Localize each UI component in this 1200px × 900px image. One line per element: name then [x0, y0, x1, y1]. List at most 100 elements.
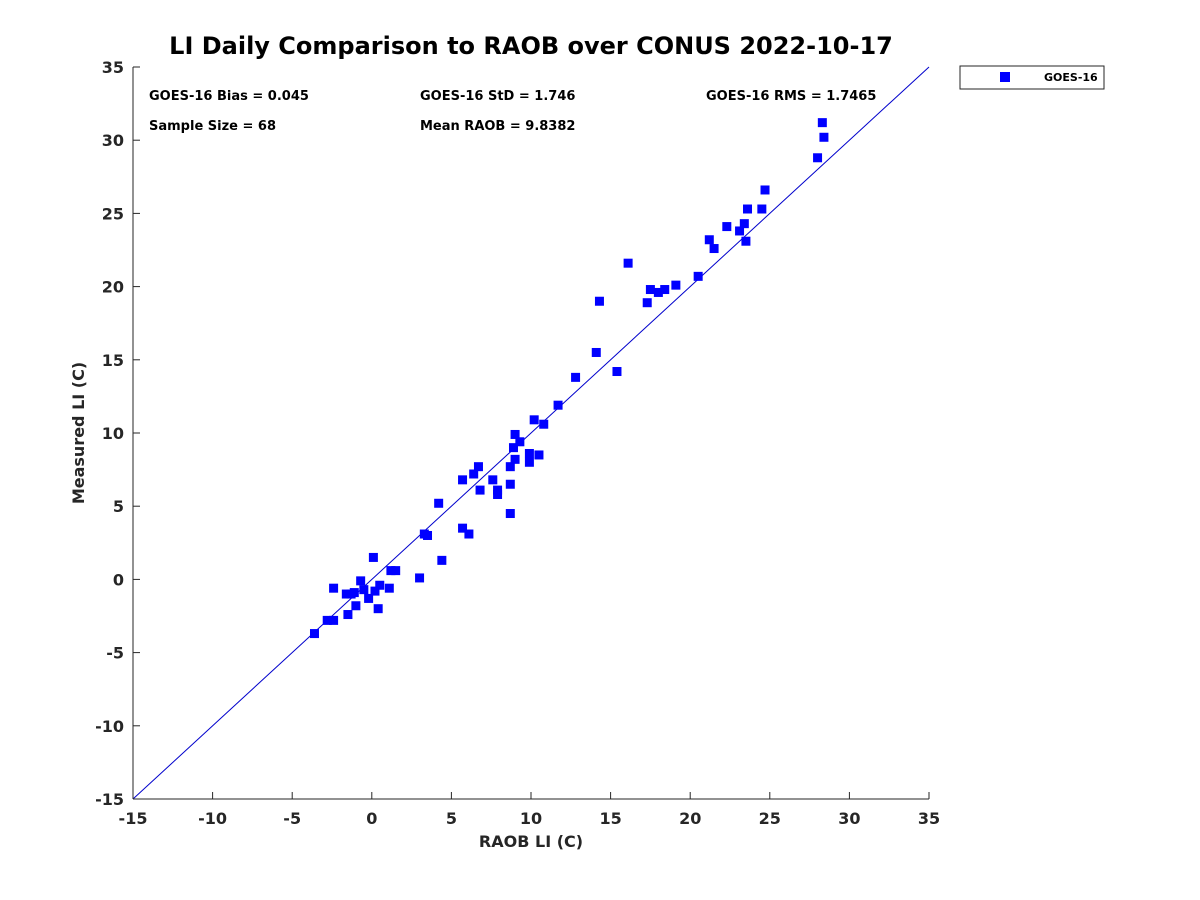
data-point [739, 219, 749, 229]
data-point [722, 222, 732, 232]
y-tick-label: -15 [95, 790, 124, 809]
legend: GOES-16 [959, 65, 1105, 90]
data-point [760, 185, 770, 195]
y-tick-label: 5 [113, 497, 124, 516]
data-point [817, 118, 827, 128]
reference-line [132, 66, 930, 800]
data-point [704, 235, 714, 245]
stat-bias: GOES-16 Bias = 0.045 [149, 89, 309, 104]
data-point [653, 287, 663, 297]
data-point [343, 610, 353, 620]
data-point [309, 629, 319, 639]
reference-line-layer [132, 66, 930, 800]
stat-sample-size: Sample Size = 68 [149, 119, 276, 134]
y-tick-label: 35 [102, 58, 124, 77]
data-point [743, 204, 753, 214]
data-point [693, 271, 703, 281]
x-tick-label: 20 [679, 809, 701, 828]
data-point [709, 244, 719, 254]
data-point [488, 475, 498, 485]
data-point [741, 236, 751, 246]
data-point [660, 285, 670, 295]
x-axis-label: RAOB LI (C) [479, 832, 583, 851]
data-point [458, 523, 468, 533]
data-point [515, 437, 525, 447]
data-point [505, 479, 515, 489]
data-point [594, 296, 604, 306]
x-tick-label: 0 [366, 809, 377, 828]
data-point [473, 462, 483, 472]
data-point [757, 204, 767, 214]
legend-label-goes-16: GOES-16 [1044, 71, 1098, 84]
data-point [415, 573, 425, 583]
data-point [510, 454, 520, 464]
data-point [373, 604, 383, 614]
data-point [591, 347, 601, 357]
x-tick-label: -5 [283, 809, 301, 828]
axes-layer [132, 66, 930, 800]
y-tick-label: 10 [102, 424, 124, 443]
data-point [329, 615, 339, 625]
y-tick-label: -10 [95, 717, 124, 736]
data-point [437, 555, 447, 565]
data-point [819, 132, 829, 142]
chart-title: LI Daily Comparison to RAOB over CONUS 2… [169, 32, 893, 60]
y-tick-label: 15 [102, 351, 124, 370]
data-point [505, 509, 515, 519]
data-point [529, 415, 539, 425]
data-point [469, 469, 479, 479]
data-point [329, 583, 339, 593]
x-tick-label: 35 [918, 809, 940, 828]
legend-box [959, 65, 1105, 90]
y-tick-label: 30 [102, 131, 124, 150]
x-tick-label: 10 [520, 809, 542, 828]
data-point [391, 566, 401, 576]
data-point [364, 593, 374, 603]
data-point [384, 583, 394, 593]
data-point [356, 576, 366, 586]
x-tick-label: 25 [759, 809, 781, 828]
data-point [493, 485, 503, 495]
data-point [370, 586, 380, 596]
y-tick-label: 0 [113, 570, 124, 589]
data-point [571, 372, 581, 382]
data-point [375, 580, 385, 590]
x-tick-label: 15 [599, 809, 621, 828]
x-tick-labels: -15 -10 -5 0 5 10 15 20 25 30 35 [119, 809, 941, 828]
data-point [539, 419, 549, 429]
data-point [349, 588, 359, 598]
data-points-layer [309, 118, 829, 639]
data-point [505, 462, 515, 472]
data-point [534, 450, 544, 460]
data-point [508, 443, 518, 453]
x-tick-label: -10 [198, 809, 227, 828]
data-point [645, 285, 655, 295]
data-point [464, 529, 474, 539]
data-point [368, 552, 378, 562]
stat-std: GOES-16 StD = 1.746 [420, 89, 575, 104]
data-point [735, 226, 745, 236]
legend-marker-goes-16 [1000, 72, 1010, 82]
y-tick-labels: -15 -10 -5 0 5 10 15 20 25 30 35 [95, 58, 124, 809]
data-point [458, 475, 468, 485]
data-point [510, 429, 520, 439]
y-tick-label: 25 [102, 204, 124, 223]
data-point [322, 615, 332, 625]
data-point [524, 457, 534, 467]
data-point [351, 601, 361, 611]
y-axis-label: Measured LI (C) [69, 362, 88, 504]
data-point [434, 498, 444, 508]
stat-mean-raob: Mean RAOB = 9.8382 [420, 119, 575, 134]
data-point [623, 258, 633, 268]
data-point [813, 153, 823, 163]
stat-rms: GOES-16 RMS = 1.7465 [706, 89, 876, 104]
data-point [671, 280, 681, 290]
data-point [524, 448, 534, 458]
x-tick-label: 5 [446, 809, 457, 828]
data-point [475, 485, 485, 495]
y-tick-label: -5 [106, 644, 124, 663]
data-point [386, 566, 396, 576]
data-point [612, 367, 622, 377]
x-tick-label: 30 [838, 809, 860, 828]
